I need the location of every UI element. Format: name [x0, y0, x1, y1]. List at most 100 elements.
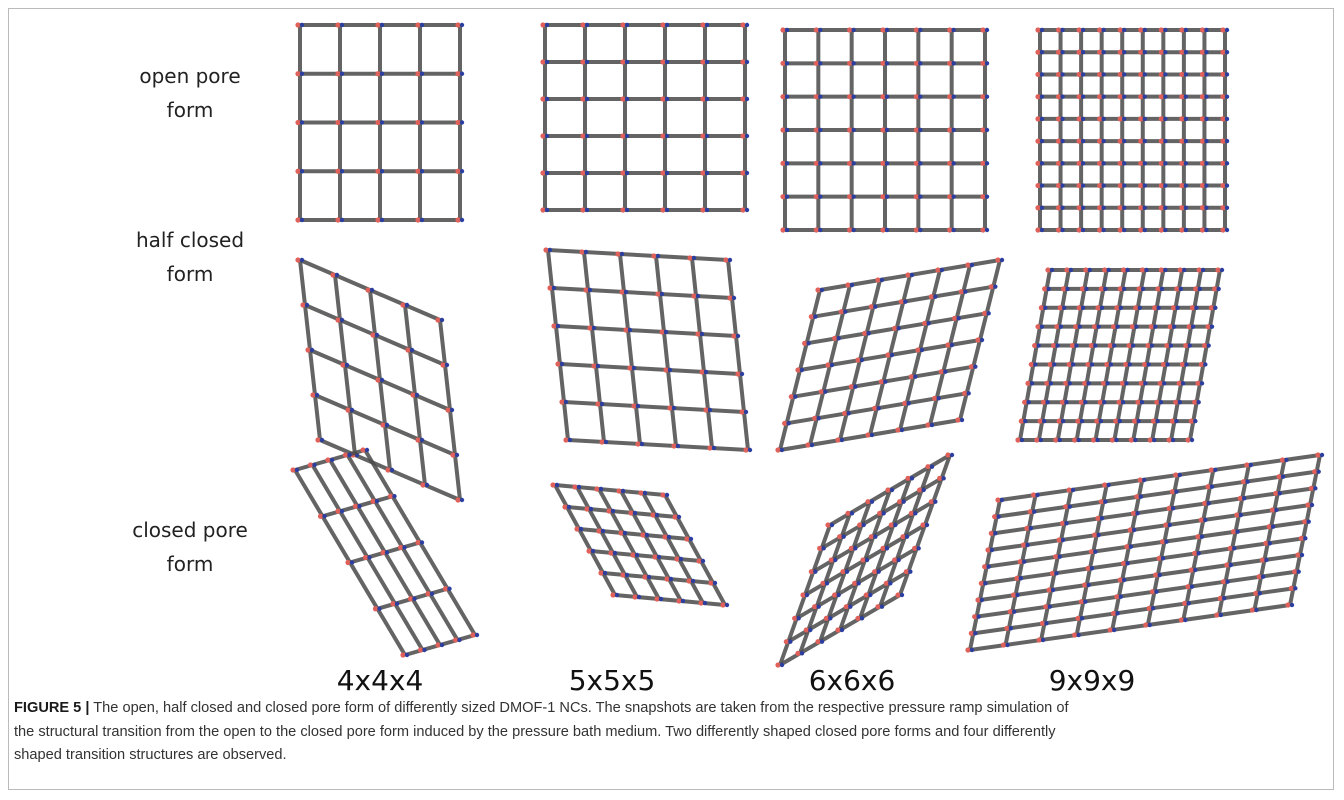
node — [705, 23, 709, 27]
node — [1188, 343, 1192, 347]
node — [1040, 139, 1044, 143]
node — [1093, 343, 1097, 347]
node — [745, 134, 749, 138]
node — [903, 299, 907, 303]
node — [960, 418, 964, 422]
node — [1101, 72, 1105, 76]
node — [1200, 534, 1204, 538]
node — [850, 511, 854, 515]
node — [973, 631, 977, 635]
node — [1090, 566, 1094, 570]
node — [340, 169, 344, 173]
lattice — [295, 257, 464, 502]
node — [705, 208, 709, 212]
node — [395, 602, 399, 606]
node — [1201, 268, 1205, 272]
node — [591, 549, 595, 553]
node — [1000, 498, 1004, 502]
node — [390, 468, 394, 472]
node — [1009, 626, 1013, 630]
node — [816, 604, 820, 608]
node — [357, 504, 361, 508]
node — [933, 294, 937, 298]
node — [1090, 362, 1094, 366]
node — [628, 328, 632, 332]
node — [1060, 72, 1064, 76]
node — [585, 23, 589, 27]
node — [845, 569, 849, 573]
node — [1183, 618, 1187, 622]
node — [963, 289, 967, 293]
node — [830, 363, 834, 367]
node — [870, 433, 874, 437]
node — [380, 218, 384, 222]
node — [1081, 50, 1085, 54]
node — [585, 208, 589, 212]
node — [785, 228, 789, 232]
node — [725, 603, 729, 607]
node — [1225, 117, 1229, 121]
node — [1115, 324, 1119, 328]
strut — [620, 254, 640, 444]
node — [604, 440, 608, 444]
row-label: form — [167, 262, 214, 286]
node — [665, 134, 669, 138]
node — [664, 330, 668, 334]
node — [611, 509, 615, 513]
lattice — [290, 447, 479, 657]
node — [430, 592, 434, 596]
node — [665, 171, 669, 175]
node — [420, 120, 424, 124]
node — [367, 555, 371, 559]
node — [744, 410, 748, 414]
node — [820, 288, 824, 292]
node — [1054, 571, 1058, 575]
node — [1040, 206, 1044, 210]
lattice — [1035, 27, 1229, 232]
node — [1122, 94, 1126, 98]
node — [1040, 117, 1044, 121]
node — [1204, 139, 1208, 143]
node — [712, 446, 716, 450]
node — [1071, 488, 1075, 492]
node — [848, 604, 852, 608]
node — [1310, 503, 1314, 507]
node — [918, 94, 922, 98]
node — [705, 60, 709, 64]
node — [1060, 50, 1064, 54]
node — [1061, 538, 1065, 542]
node — [1030, 381, 1034, 385]
node — [1061, 419, 1065, 423]
column-label: 4x4x4 — [337, 664, 424, 697]
node — [950, 453, 954, 457]
node — [913, 374, 917, 378]
node — [986, 564, 990, 568]
node — [1081, 72, 1085, 76]
node — [868, 593, 872, 597]
node — [851, 161, 855, 165]
node — [410, 348, 414, 352]
lattice — [780, 27, 989, 232]
node — [295, 468, 299, 472]
column-label: 9x9x9 — [1049, 664, 1136, 697]
node — [659, 597, 663, 601]
node — [748, 448, 752, 452]
node — [603, 571, 607, 575]
strut — [970, 500, 1000, 650]
node — [1040, 324, 1044, 328]
node — [853, 546, 857, 550]
node — [665, 208, 669, 212]
node — [1133, 438, 1137, 442]
node — [1216, 287, 1220, 291]
node — [1313, 486, 1317, 490]
column-label: 5x5x5 — [569, 664, 656, 697]
node — [300, 23, 304, 27]
node — [420, 169, 424, 173]
node — [840, 628, 844, 632]
node — [440, 643, 444, 647]
node — [951, 194, 955, 198]
node — [881, 511, 885, 515]
node — [916, 546, 920, 550]
node — [1058, 554, 1062, 558]
node — [745, 60, 749, 64]
